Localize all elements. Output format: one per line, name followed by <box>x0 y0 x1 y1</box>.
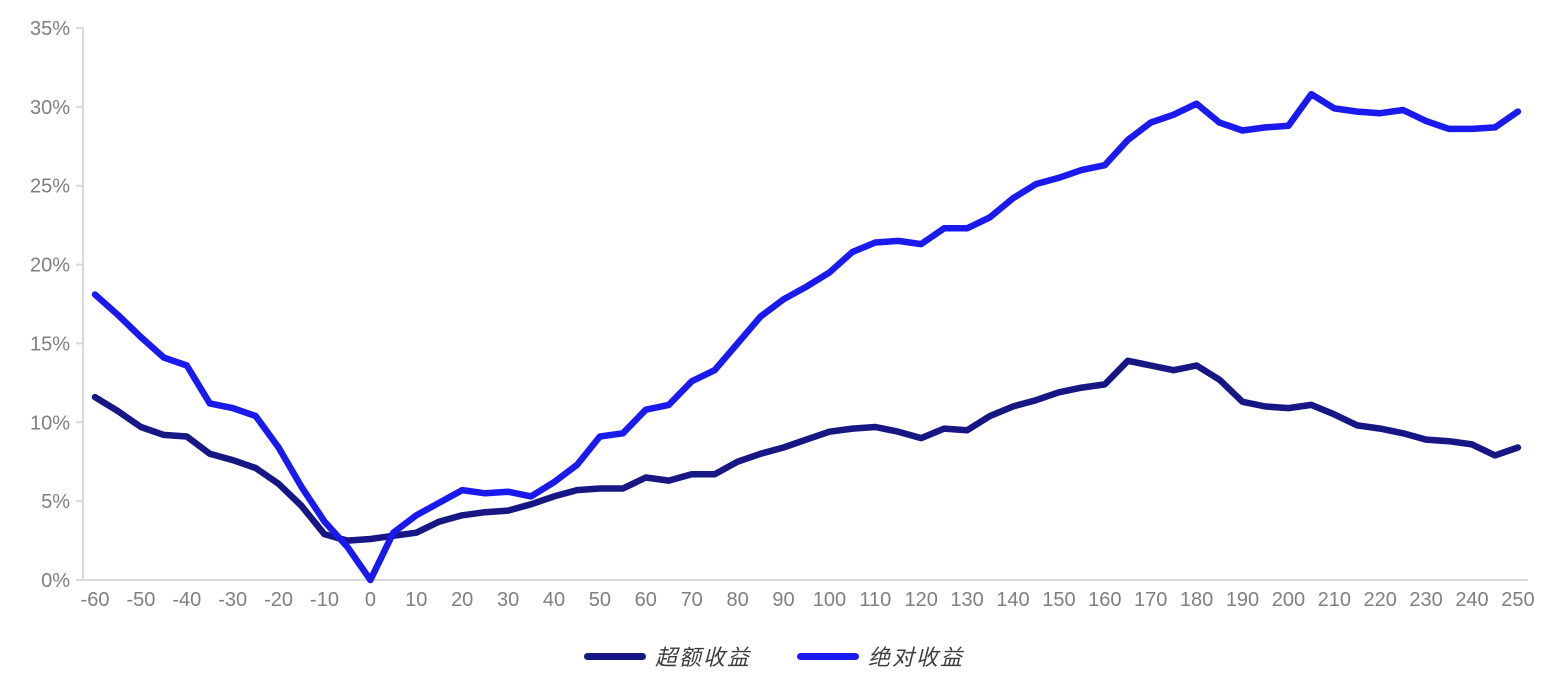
x-tick-label: 50 <box>589 589 611 611</box>
x-tick-label: -40 <box>172 589 201 611</box>
x-tick-label: 180 <box>1180 589 1213 611</box>
x-tick-label: 20 <box>451 589 473 611</box>
x-tick-label: 130 <box>950 589 983 611</box>
x-tick-label: 200 <box>1272 589 1305 611</box>
x-tick-label: 230 <box>1409 589 1442 611</box>
x-tick-label: -60 <box>81 589 110 611</box>
legend-item-absolute-return: 绝对收益 <box>797 640 964 672</box>
x-tick-label: 0 <box>365 589 376 611</box>
x-tick-label: 210 <box>1318 589 1351 611</box>
x-tick-label: 250 <box>1501 589 1534 611</box>
x-tick-label: 70 <box>681 589 703 611</box>
x-tick-label: 170 <box>1134 589 1167 611</box>
x-tick-label: 240 <box>1455 589 1488 611</box>
x-tick-label: 120 <box>905 589 938 611</box>
x-tick-label: 190 <box>1226 589 1259 611</box>
y-tick-label: 10% <box>30 412 70 434</box>
absolute-return-line-swatch <box>797 652 859 660</box>
x-tick-label: 90 <box>772 589 794 611</box>
x-tick-label: 160 <box>1088 589 1121 611</box>
x-tick-label: 220 <box>1364 589 1397 611</box>
x-tick-label: 100 <box>813 589 846 611</box>
y-tick-label: 15% <box>30 333 70 355</box>
y-tick-label: 0% <box>41 570 70 592</box>
absolute-return-line <box>91 90 1522 584</box>
x-tick-label: -50 <box>126 589 155 611</box>
chart-legend: 超额收益 绝对收益 <box>0 640 1548 672</box>
excess-return-line-swatch <box>583 652 646 660</box>
excess-return-line <box>91 357 1522 544</box>
excess-return-legend-label: 超额收益 <box>654 645 751 670</box>
x-tick-label: 40 <box>543 589 565 611</box>
legend-item-excess-return: 超额收益 <box>583 640 751 672</box>
x-tick-label: 110 <box>859 589 891 611</box>
y-tick-label: 20% <box>30 255 70 277</box>
x-tick-label: 30 <box>497 589 519 611</box>
x-tick-label: 10 <box>405 589 427 611</box>
y-tick-label: 5% <box>41 491 70 513</box>
y-tick-label: 25% <box>30 176 70 198</box>
y-tick-label: 35% <box>30 18 70 40</box>
x-tick-label: -10 <box>310 589 339 611</box>
x-tick-label: 150 <box>1042 589 1075 611</box>
y-tick-label: 30% <box>30 97 70 119</box>
x-tick-label: -30 <box>218 589 247 611</box>
x-tick-label: 140 <box>996 589 1029 611</box>
x-tick-label: 60 <box>635 589 657 611</box>
x-tick-label: 80 <box>726 589 748 611</box>
x-tick-label: -20 <box>264 589 293 611</box>
absolute-return-legend-label: 绝对收益 <box>868 645 965 670</box>
